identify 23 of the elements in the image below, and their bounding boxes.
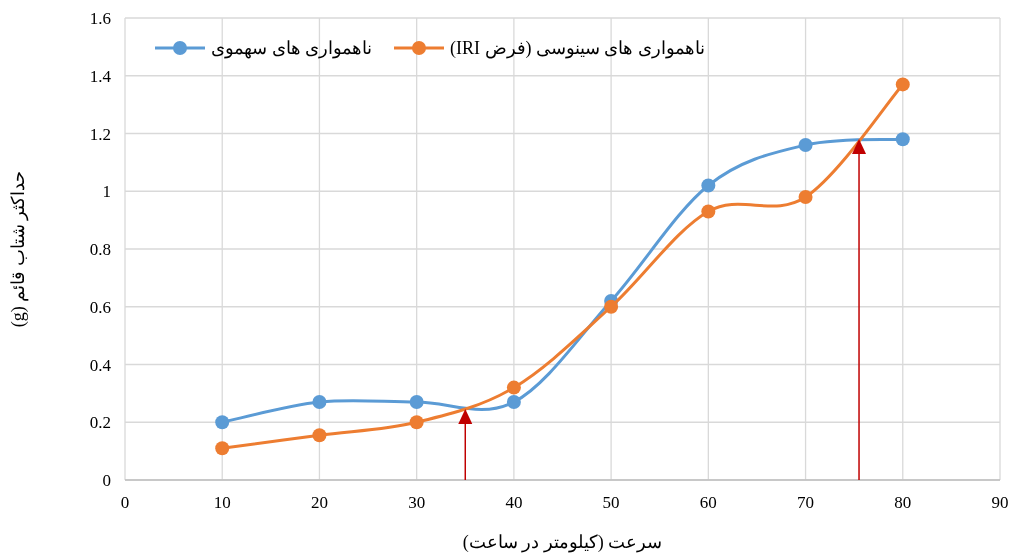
y-tick-label: 1 bbox=[102, 182, 111, 202]
x-tick-label: 70 bbox=[797, 493, 815, 512]
y-tick-label: 1.6 bbox=[89, 9, 111, 28]
legend-label: ناهمواری های سهموی bbox=[211, 38, 372, 59]
x-tick-label: 40 bbox=[505, 493, 523, 512]
x-tick-label: 80 bbox=[894, 493, 912, 512]
x-tick-label: 60 bbox=[699, 493, 717, 512]
y-tick-label: 0.4 bbox=[89, 355, 112, 375]
x-tick-label: 0 bbox=[120, 493, 130, 512]
y-tick-label: 1.2 bbox=[89, 124, 111, 144]
y-tick-label: 0.2 bbox=[89, 413, 111, 433]
y-tick-label: 0 bbox=[102, 471, 111, 490]
x-tick-label: 10 bbox=[213, 493, 231, 512]
legend-label: ناهمواری های سینوسی (فرض IRI) bbox=[450, 38, 705, 59]
y-tick-label: 1.4 bbox=[89, 66, 112, 86]
x-tick-label: 20 bbox=[310, 493, 328, 512]
y-tick-label: 0.8 bbox=[89, 240, 111, 259]
x-tick-label: 90 bbox=[991, 493, 1009, 512]
x-axis-title: سرعت (کیلومتر در ساعت) bbox=[462, 532, 663, 553]
y-axis-title: حداکثر شتاب قائم (g) bbox=[8, 170, 29, 328]
x-tick-label: 50 bbox=[602, 493, 620, 512]
y-tick-label: 0.6 bbox=[89, 297, 111, 317]
x-tick-label: 30 bbox=[408, 493, 426, 512]
